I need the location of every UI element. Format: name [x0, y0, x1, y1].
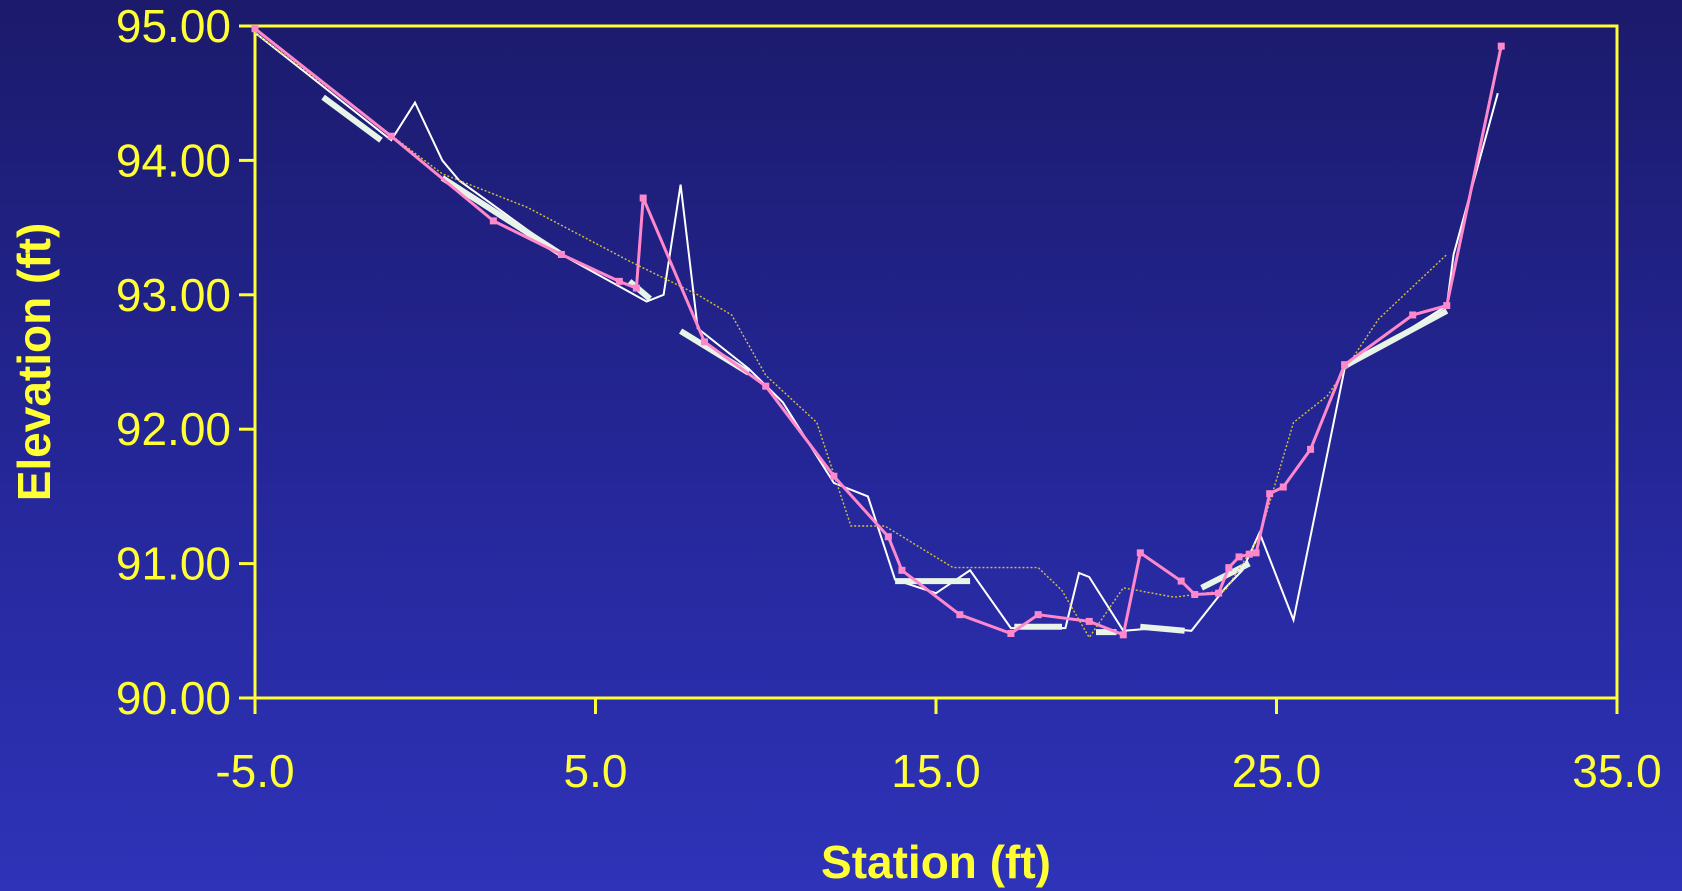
series-line — [254, 31, 1499, 632]
data-point — [1007, 629, 1015, 637]
y-tick-label: 90.00 — [116, 672, 231, 724]
data-point — [1085, 617, 1093, 625]
data-point — [615, 277, 623, 285]
data-point — [1136, 549, 1144, 557]
thick-segment — [440, 175, 564, 258]
data-point — [898, 566, 906, 574]
data-point — [639, 194, 647, 202]
x-tick-label: 5.0 — [564, 745, 628, 797]
y-tick-label: 94.00 — [116, 134, 231, 186]
data-point — [1177, 577, 1185, 585]
data-point — [830, 472, 838, 480]
data-point — [632, 284, 640, 292]
series-line — [254, 27, 1503, 637]
data-point — [1245, 550, 1253, 558]
x-tick-label: 35.0 — [1572, 745, 1662, 797]
thick-segment — [1343, 308, 1449, 369]
data-point — [251, 25, 259, 33]
x-axis-ticks: -5.0 5.0 15.0 25.0 35.0 — [215, 698, 1662, 797]
data-point — [1266, 490, 1274, 498]
data-point — [1252, 549, 1260, 557]
x-tick-label: -5.0 — [215, 745, 294, 797]
series-2 — [321, 94, 1449, 636]
data-point — [1225, 564, 1233, 572]
series-4 — [251, 25, 1505, 639]
data-point — [1409, 311, 1417, 319]
data-point — [1119, 631, 1127, 639]
plot-series — [251, 25, 1505, 639]
data-point — [762, 382, 770, 390]
y-tick-label: 93.00 — [116, 269, 231, 321]
y-axis-title: Elevation (ft) — [8, 223, 60, 502]
data-point — [557, 250, 565, 258]
data-point — [956, 611, 964, 619]
x-axis-title: Station (ft) — [821, 836, 1051, 888]
data-point — [1279, 483, 1287, 491]
x-tick-label: 25.0 — [1232, 745, 1322, 797]
thick-segment — [321, 94, 383, 143]
data-point — [1307, 445, 1315, 453]
y-tick-label: 95.00 — [116, 0, 231, 52]
series-3 — [254, 32, 1448, 639]
data-point — [700, 338, 708, 346]
series-1 — [254, 31, 1499, 632]
data-point — [1215, 589, 1223, 597]
x-tick-label: 15.0 — [891, 745, 981, 797]
y-tick-label: 91.00 — [116, 538, 231, 590]
y-tick-label: 92.00 — [116, 403, 231, 455]
dotted-line — [254, 32, 1448, 639]
data-point — [1497, 42, 1505, 50]
y-axis-ticks: 90.00 91.00 92.00 93.00 94.00 95.00 — [116, 0, 255, 724]
data-point — [1443, 302, 1451, 310]
data-point — [1341, 361, 1349, 369]
data-point — [1191, 591, 1199, 599]
data-point — [387, 132, 395, 140]
thick-segment — [1140, 623, 1185, 634]
data-point — [1034, 611, 1042, 619]
data-point — [1235, 553, 1243, 561]
data-point — [489, 217, 497, 225]
data-point — [884, 533, 892, 541]
